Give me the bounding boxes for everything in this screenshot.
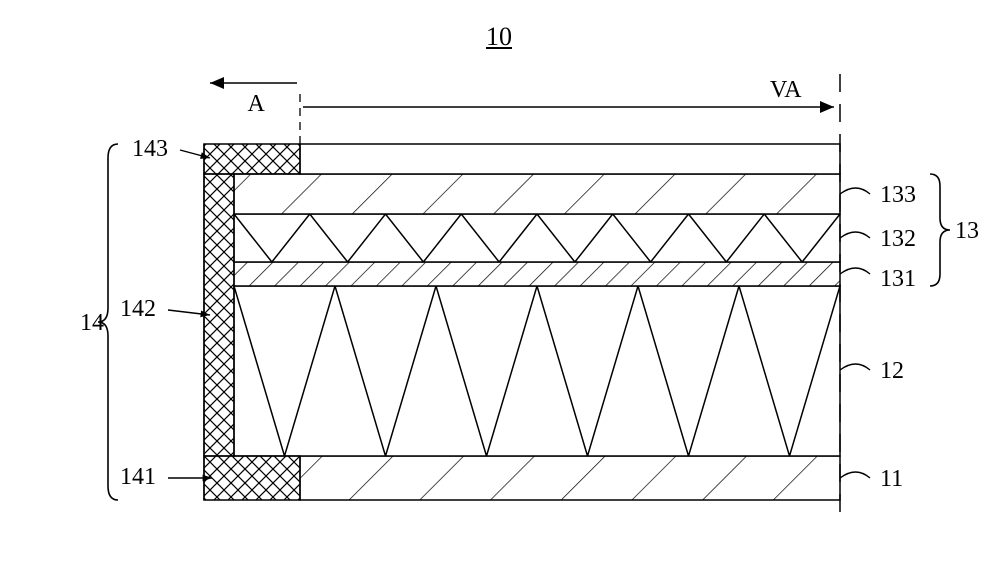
layer-132 xyxy=(234,214,840,262)
layer-top xyxy=(300,144,840,174)
layer-12 xyxy=(234,286,840,456)
label-12: 12 xyxy=(880,358,904,384)
label-132: 132 xyxy=(880,226,916,252)
seal-141 xyxy=(204,456,300,500)
label-131: 131 xyxy=(880,266,916,292)
seal-143 xyxy=(204,144,300,174)
label-142: 142 xyxy=(120,296,156,322)
brace-13 xyxy=(930,174,950,286)
region-label-va: VA xyxy=(770,77,802,103)
label-133: 133 xyxy=(880,182,916,208)
label-143: 143 xyxy=(132,136,168,162)
label-141: 141 xyxy=(120,464,156,490)
label-11: 11 xyxy=(880,466,903,492)
diagram-svg: A VA 133 132 131 12 11 13 14 143 142 141 xyxy=(0,0,1000,568)
figure-root: 10 AVA13313213112111314143142141 xyxy=(0,0,1000,568)
label-14: 14 xyxy=(80,310,104,336)
label-13: 13 xyxy=(955,218,979,244)
region-label-a: A xyxy=(248,91,266,117)
